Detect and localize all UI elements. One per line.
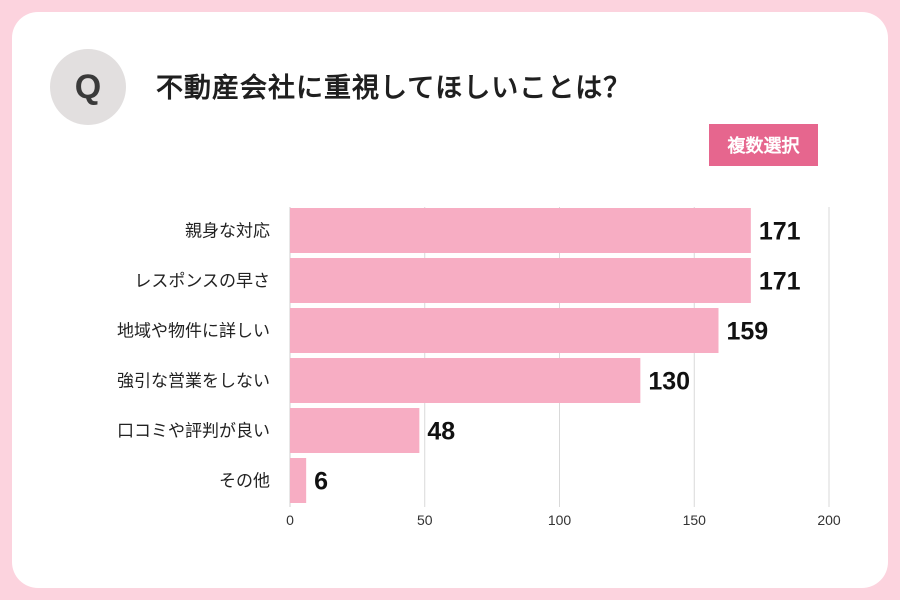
data-label: 6 <box>314 468 328 496</box>
bar <box>290 308 719 353</box>
category-label: 強引な営業をしない <box>117 372 270 392</box>
x-tick-label: 50 <box>417 512 433 528</box>
bar <box>290 408 420 453</box>
category-label: レスポンスの早さ <box>134 272 270 292</box>
data-label: 48 <box>427 418 455 446</box>
bar <box>290 208 751 253</box>
bar <box>290 358 641 403</box>
x-tick-label: 0 <box>286 512 294 528</box>
bar <box>290 258 751 303</box>
multiple-choice-badge: 複数選択 <box>709 124 818 166</box>
question-mark-badge: Q <box>50 49 126 125</box>
category-label: その他 <box>219 472 270 492</box>
data-label: 171 <box>759 218 801 246</box>
data-label: 130 <box>648 368 690 396</box>
x-tick-label: 150 <box>683 512 707 528</box>
data-label: 159 <box>727 318 769 346</box>
category-label: 親身な対応 <box>185 222 270 242</box>
question-title: 不動産会社に重視してほしいことは？ <box>156 73 632 104</box>
category-label: 口コミや評判が良い <box>117 422 270 442</box>
x-tick-label: 100 <box>548 512 572 528</box>
bar <box>290 458 307 503</box>
data-label: 171 <box>759 268 801 296</box>
category-label: 地域や物件に詳しい <box>117 322 270 342</box>
x-tick-label: 200 <box>817 512 841 528</box>
